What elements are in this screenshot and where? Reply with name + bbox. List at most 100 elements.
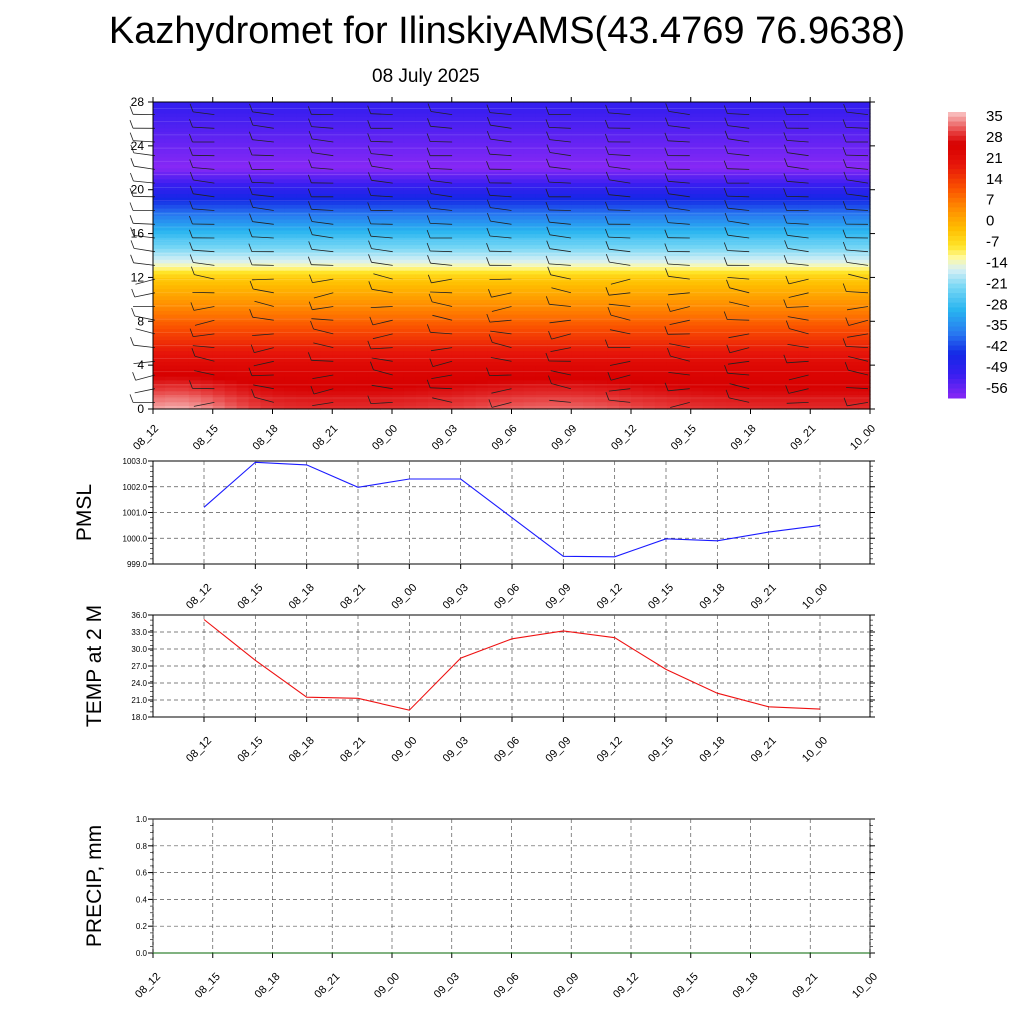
- heatmap-cell: [308, 116, 321, 121]
- heatmap-cell: [284, 127, 297, 132]
- heatmap-cell: [344, 284, 357, 289]
- heatmap-cell: [511, 266, 525, 271]
- heatmap-cell: [571, 361, 584, 366]
- heatmap-cell: [750, 383, 764, 388]
- heatmap-cell: [200, 244, 214, 249]
- heatmap-cell: [678, 142, 692, 147]
- heatmap-cell: [320, 244, 333, 249]
- heatmap-cell: [726, 112, 740, 118]
- heatmap-cell: [439, 324, 453, 330]
- heatmap-cell: [858, 186, 871, 191]
- heatmap-cell: [296, 262, 309, 268]
- heatmap-cell: [607, 120, 620, 125]
- heatmap-cell: [714, 112, 728, 118]
- heatmap-cell: [439, 383, 453, 388]
- heatmap-cell: [439, 175, 453, 180]
- heatmap-cell: [188, 182, 202, 187]
- heatmap-cell: [296, 116, 309, 121]
- heatmap-cell: [822, 237, 835, 242]
- heatmap-cell: [427, 145, 441, 151]
- heatmap-cell: [308, 251, 321, 257]
- heatmap-cell: [272, 346, 286, 352]
- heatmap-cell: [463, 394, 477, 399]
- heatmap-cell: [714, 237, 728, 242]
- heatmap-cell: [810, 149, 823, 154]
- heatmap-cell: [212, 193, 226, 198]
- heatmap-cell: [786, 109, 799, 114]
- heatmap-cell: [356, 354, 369, 359]
- heatmap-cell: [332, 167, 345, 173]
- heatmap-cell: [726, 277, 740, 282]
- heatmap-cell: [260, 295, 274, 300]
- heatmap-cell: [571, 317, 584, 322]
- heatmap-cell: [822, 123, 835, 129]
- heatmap-cell: [523, 237, 536, 242]
- heatmap-cell: [511, 116, 525, 121]
- heatmap-cell: [654, 376, 668, 381]
- heatmap-cell: [702, 156, 716, 162]
- heatmap-cell: [738, 237, 752, 242]
- heatmap-cell: [308, 233, 321, 238]
- heatmap-cell: [535, 233, 548, 238]
- heatmap-cell: [463, 255, 477, 260]
- heatmap-cell: [153, 346, 166, 352]
- heatmap-cell: [858, 273, 871, 279]
- heatmap-cell: [678, 284, 692, 289]
- heatmap-cell: [415, 405, 429, 410]
- heatmap-cell: [403, 226, 417, 231]
- heatmap-cell: [750, 127, 764, 132]
- heatmap-cell: [200, 383, 214, 388]
- heatmap-cell: [427, 292, 441, 297]
- heatmap-cell: [415, 215, 429, 220]
- heatmap-cell: [475, 200, 489, 205]
- heatmap-cell: [595, 390, 608, 395]
- heatmap-cell: [224, 182, 238, 187]
- heatmap-cell: [236, 102, 250, 107]
- heatmap-cell: [511, 365, 525, 370]
- heatmap-cell: [463, 372, 477, 377]
- heatmap-cell: [571, 164, 584, 169]
- heatmap-cell: [690, 379, 704, 385]
- heatmap-cell: [714, 390, 728, 395]
- heatmap-cell: [403, 390, 417, 395]
- heatmap-cell: [678, 328, 692, 333]
- heatmap-cell: [200, 259, 214, 264]
- heatmap-cell: [786, 197, 799, 202]
- heatmap-cell: [176, 284, 190, 289]
- heatmap-cell: [619, 390, 632, 395]
- heatmap-cell: [559, 178, 572, 183]
- heatmap-cell: [678, 186, 692, 191]
- heatmap-cell: [738, 306, 752, 311]
- heatmap-cell: [690, 317, 704, 322]
- heatmap-cell: [726, 248, 740, 253]
- heatmap-cell: [451, 401, 465, 406]
- heatmap-cell: [200, 270, 214, 275]
- heatmap-cell: [822, 240, 835, 246]
- heatmap-cell: [726, 120, 740, 125]
- heatmap-cell: [523, 332, 536, 337]
- heatmap-cell: [559, 313, 572, 319]
- heatmap-cell: [200, 357, 214, 363]
- heatmap-cell: [583, 281, 596, 286]
- heatmap-cell: [846, 357, 859, 363]
- heatmap-cell: [368, 204, 381, 209]
- heatmap-cell: [607, 109, 620, 114]
- heatmap-cell: [714, 149, 728, 154]
- heatmap-cell: [427, 211, 441, 216]
- heatmap-cell: [535, 273, 548, 279]
- heatmap-cell: [523, 390, 536, 395]
- heatmap-cell: [666, 394, 680, 399]
- heatmap-cell: [738, 357, 752, 363]
- heatmap-cell: [248, 251, 262, 257]
- heatmap-cell: [631, 153, 644, 158]
- heatmap-cell: [499, 332, 513, 337]
- heatmap-cell: [499, 138, 513, 143]
- heatmap-cell: [511, 284, 525, 289]
- heatmap-cell: [212, 277, 226, 282]
- heatmap-cell: [666, 368, 680, 374]
- heatmap-cell: [272, 284, 286, 289]
- heatmap-cell: [260, 310, 274, 315]
- heatmap-cell: [415, 328, 429, 333]
- heatmap-cell: [296, 270, 309, 275]
- heatmap-cell: [260, 368, 274, 374]
